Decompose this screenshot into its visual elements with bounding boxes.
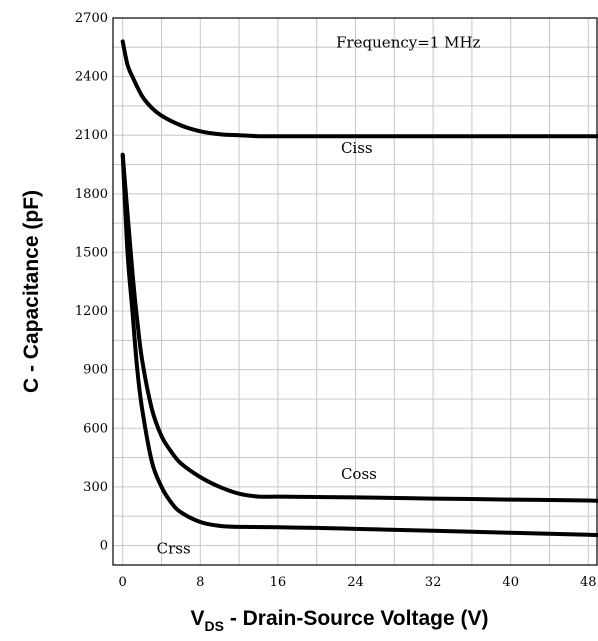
x-tick-label: 0 [119,575,127,590]
x-tick-label: 8 [196,575,204,590]
y-tick-label: 2100 [75,128,108,143]
series-line-crss [120,152,598,538]
x-tick-label: 16 [270,575,287,590]
series-line-coss [120,152,598,503]
series-line-ciss [120,39,598,139]
y-tick-label: 1500 [75,245,108,260]
y-tick-label: 2700 [75,11,108,26]
y-tick-label: 2400 [75,70,108,85]
plot-frame [112,17,598,566]
x-axis-title-main: V [191,607,205,630]
y-axis-title: C - Capacitance (pF) [20,190,43,393]
y-tick-label: 900 [83,363,108,378]
grid [113,17,598,565]
y-tick-label: 1800 [75,187,108,202]
x-tick-label: 24 [347,575,364,590]
y-tick-label: 1200 [75,304,108,319]
tick-labels: 0 8 16 24 32 40 48 0 300 600 900 1200 1500 1800 2100 24… [75,11,597,590]
frequency-annotation: Frequency=1 MHz [336,33,480,51]
x-tick-label: 40 [502,575,519,590]
x-tick-label: 32 [425,575,442,590]
x-tick-label: 48 [580,575,597,590]
series-label-coss: Coss [341,465,377,483]
x-axis-title: VDS - Drain-Source Voltage (V) [191,607,489,634]
y-tick-label: 0 [100,538,108,553]
y-tick-label: 300 [83,480,108,495]
series-layer [120,39,598,538]
x-axis-title-rest: - Drain-Source Voltage (V) [224,607,488,630]
y-tick-label: 600 [83,421,108,436]
x-axis-title-subscript: DS [205,618,224,634]
series-label-ciss: Ciss [341,139,373,157]
series-label-crss: Crss [157,539,191,557]
